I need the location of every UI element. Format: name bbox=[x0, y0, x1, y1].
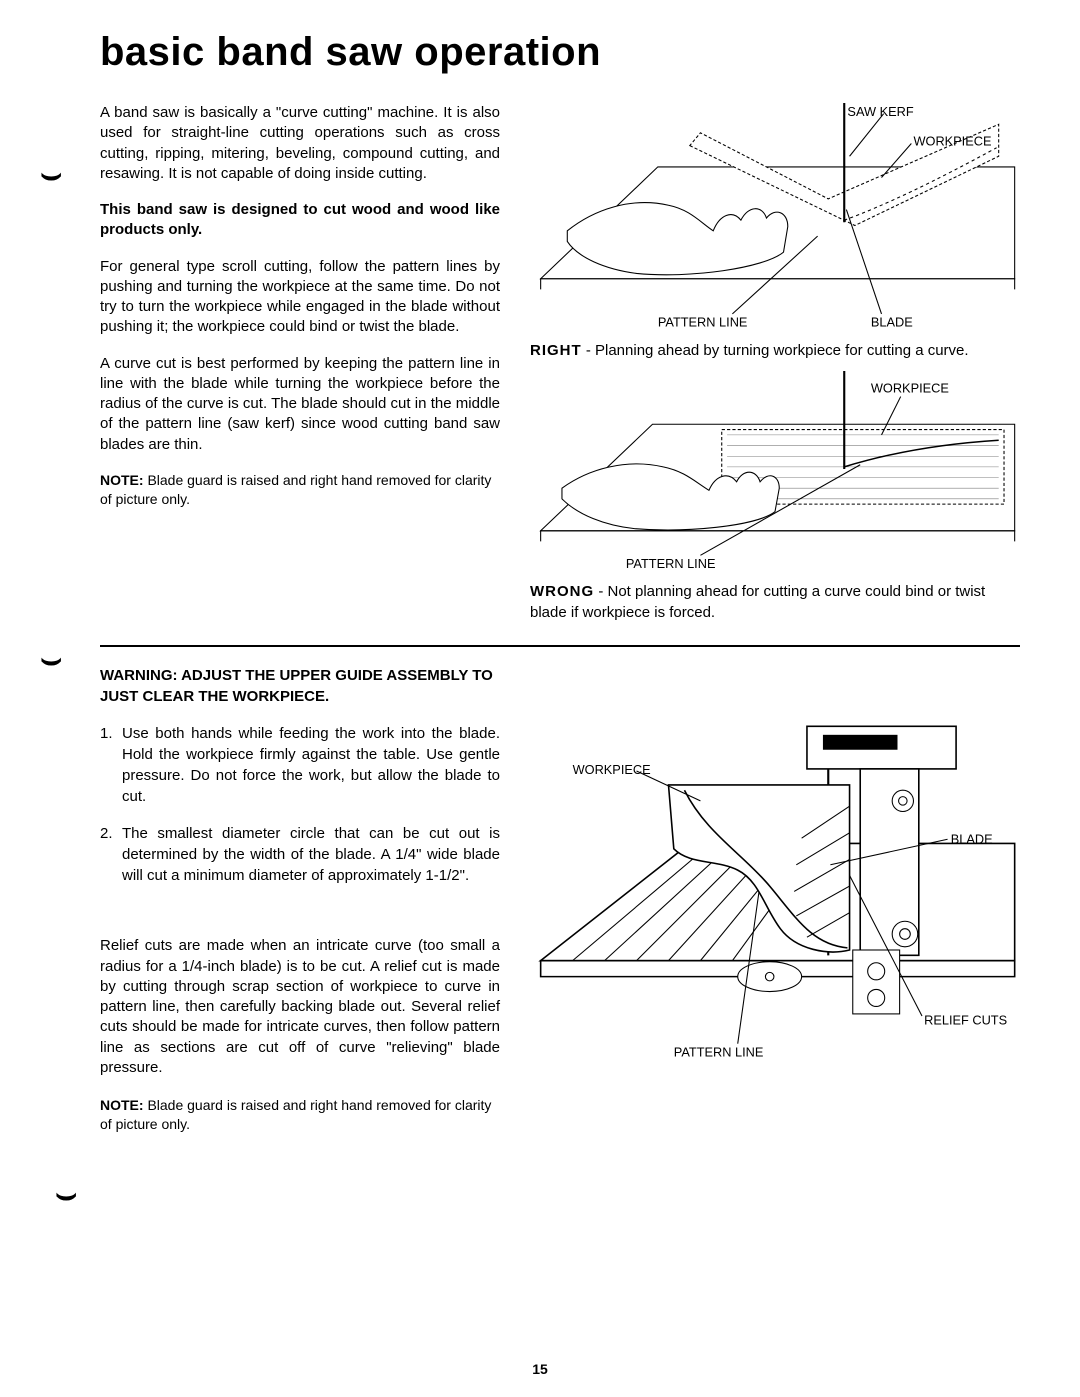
figure-right: SAW KERF WORKPIECE PATTERN LINE BLADE bbox=[530, 103, 1020, 332]
label-saw-kerf: SAW KERF bbox=[847, 104, 913, 119]
item-2-text: The smallest diameter circle that can be… bbox=[122, 825, 500, 884]
lower-left-column: WARNING: ADJUST THE UPPER GUIDE ASSEMBLY… bbox=[100, 665, 500, 1134]
scan-mark: ⌣ bbox=[55, 1175, 77, 1214]
caption-wrong-body: - Not planning ahead for cutting a curve… bbox=[530, 583, 985, 621]
list-item-2: 2. The smallest diameter circle that can… bbox=[100, 823, 500, 886]
label-pattern-line-2: PATTERN LINE bbox=[626, 556, 716, 571]
upper-left-column: A band saw is basically a "curve cutting… bbox=[100, 103, 500, 623]
upper-section: A band saw is basically a "curve cutting… bbox=[100, 103, 1020, 623]
label-workpiece-3: WORKPIECE bbox=[573, 763, 651, 778]
note-2-lead: NOTE: bbox=[100, 1097, 144, 1113]
scroll-cutting-paragraph: For general type scroll cutting, follow … bbox=[100, 257, 500, 338]
lower-section: WARNING: ADJUST THE UPPER GUIDE ASSEMBLY… bbox=[100, 665, 1020, 1134]
upper-right-column: SAW KERF WORKPIECE PATTERN LINE BLADE RI… bbox=[530, 103, 1020, 623]
section-divider bbox=[100, 645, 1020, 647]
label-blade-3: BLADE bbox=[951, 832, 993, 847]
label-blade-1: BLADE bbox=[871, 315, 913, 330]
page-number: 15 bbox=[532, 1361, 548, 1377]
figure-wrong: WORKPIECE PATTERN LINE bbox=[530, 371, 1020, 573]
caption-right-lead: RIGHT bbox=[530, 342, 582, 359]
scan-mark: ⌣ bbox=[40, 640, 62, 679]
label-workpiece-2: WORKPIECE bbox=[871, 380, 949, 395]
page-title: basic band saw operation bbox=[100, 30, 1020, 75]
figure-relief-cuts: WORKPIECE BLADE PATTERN LINE RELIEF CUTS bbox=[530, 705, 1020, 1088]
caption-wrong: WRONG - Not planning ahead for cutting a… bbox=[530, 581, 1020, 623]
curve-cut-paragraph: A curve cut is best performed by keeping… bbox=[100, 354, 500, 455]
note-2: NOTE: Blade guard is raised and right ha… bbox=[100, 1096, 500, 1134]
wood-only-warning: This band saw is designed to cut wood an… bbox=[100, 200, 500, 241]
label-workpiece-1: WORKPIECE bbox=[913, 134, 991, 149]
item-1-text: Use both hands while feeding the work in… bbox=[122, 725, 500, 805]
caption-wrong-lead: WRONG bbox=[530, 583, 594, 600]
item-2-number: 2. bbox=[100, 823, 113, 844]
label-pattern-line-1: PATTERN LINE bbox=[658, 315, 748, 330]
warning-heading: WARNING: ADJUST THE UPPER GUIDE ASSEMBLY… bbox=[100, 665, 500, 707]
lower-right-column: WORKPIECE BLADE PATTERN LINE RELIEF CUTS bbox=[530, 665, 1020, 1134]
note-1-lead: NOTE: bbox=[100, 472, 144, 488]
intro-paragraph: A band saw is basically a "curve cutting… bbox=[100, 103, 500, 184]
label-relief-cuts: RELIEF CUTS bbox=[924, 1013, 1007, 1028]
note-2-body: Blade guard is raised and right hand rem… bbox=[100, 1097, 491, 1132]
caption-right: RIGHT - Planning ahead by turning workpi… bbox=[530, 340, 1020, 361]
caption-right-body: - Planning ahead by turning workpiece fo… bbox=[582, 342, 969, 359]
note-1-body: Blade guard is raised and right hand rem… bbox=[100, 472, 491, 507]
list-item-1: 1. Use both hands while feeding the work… bbox=[100, 723, 500, 807]
scan-mark: ⌣ bbox=[40, 155, 62, 194]
note-1: NOTE: Blade guard is raised and right ha… bbox=[100, 471, 500, 509]
label-pattern-line-3: PATTERN LINE bbox=[674, 1045, 764, 1060]
item-1-number: 1. bbox=[100, 723, 113, 744]
relief-cuts-paragraph: Relief cuts are made when an intricate c… bbox=[100, 936, 500, 1078]
